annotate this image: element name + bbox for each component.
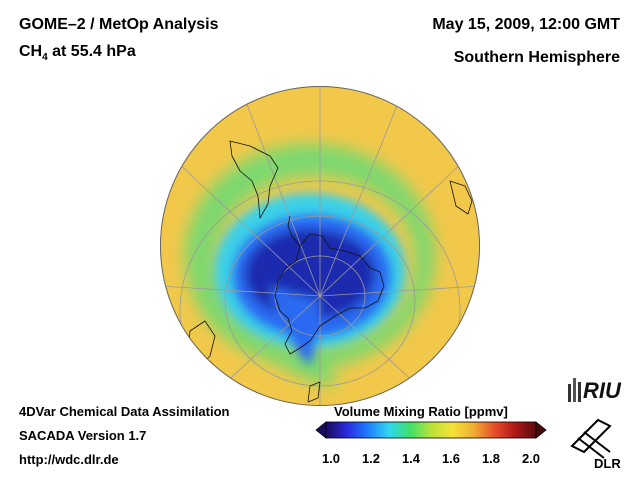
species-level: CH4 at 55.4 hPa — [19, 43, 136, 63]
south-america-coastline — [229, 140, 279, 219]
footer-line-2: SACADA Version 1.7 — [19, 428, 147, 443]
antarctic-peninsula — [287, 215, 301, 247]
new-zealand-coastline — [307, 381, 321, 403]
colorbar-gradient — [325, 421, 537, 439]
coastlines — [187, 140, 473, 403]
antarctica-coastline — [274, 233, 385, 355]
colorbar-max-arrow — [535, 421, 547, 439]
globe-outline — [160, 86, 480, 406]
dlr-logo-text: DLR — [594, 456, 621, 471]
hemisphere-label: Southern Hemisphere — [453, 49, 620, 66]
map-title: GOME–2 / MetOp Analysis — [19, 16, 219, 33]
colorbar-title: Volume Mixing Ratio [ppmv] — [334, 404, 508, 419]
species-name: CH — [19, 43, 43, 60]
africa-coastline — [449, 180, 473, 215]
colorbar-tick-label: 1.4 — [402, 451, 421, 466]
field-core-tail — [270, 286, 320, 366]
globe-map — [160, 86, 480, 406]
colorbar-tick-label: 1.6 — [442, 451, 460, 466]
colorbar-tick-label: 1.0 — [322, 451, 340, 466]
footer-line-1: 4DVar Chemical Data Assimilation — [19, 404, 230, 419]
colorbar-min-arrow — [315, 421, 327, 439]
riu-logo: RIU — [568, 378, 622, 403]
dlr-logo: DLR — [570, 418, 621, 471]
species-subscript: 4 — [42, 52, 48, 64]
footer-url: http://wdc.dlr.de — [19, 452, 119, 467]
pressure-level: at 55.4 hPa — [47, 43, 136, 60]
colorbar: 1.0 1.2 1.4 1.6 1.8 2.0 — [315, 421, 547, 466]
colorbar-tick-label: 2.0 — [522, 451, 540, 466]
riu-logo-text: RIU — [583, 378, 622, 403]
graticule — [160, 86, 480, 406]
date-label: May 15, 2009, 12:00 GMT — [432, 16, 620, 33]
colorbar-tick-label: 1.8 — [482, 451, 500, 466]
colorbar-tick-label: 1.2 — [362, 451, 380, 466]
